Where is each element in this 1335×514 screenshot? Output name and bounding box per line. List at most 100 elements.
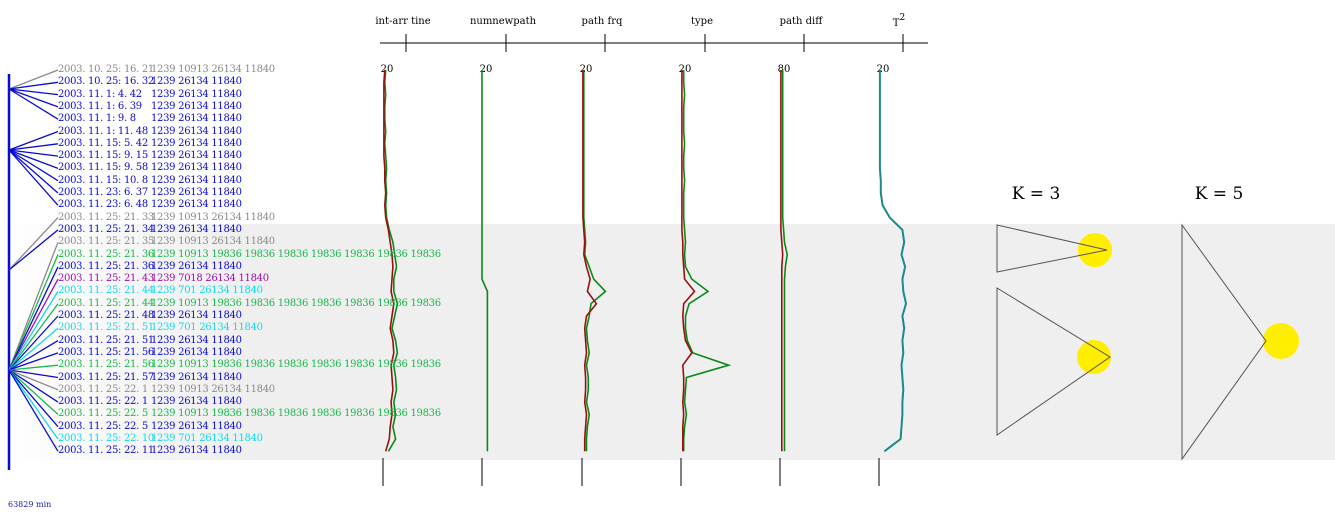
tree-branch	[8, 369, 59, 415]
event-path: 1239 7018 26134 11840	[151, 273, 269, 285]
metric-column: type 20	[679, 16, 732, 486]
event-path: 1239 10913 19836 19836 19836 19836 19836…	[151, 408, 441, 420]
list-item: 2003. 11. 25: 22. 111239 26134 11840	[58, 445, 242, 457]
event-time: 2003. 11. 15: 9. 15	[58, 150, 148, 162]
metric-column: numnewpath 20	[470, 16, 537, 486]
event-time: 2003. 11. 25: 21. 44	[58, 297, 154, 309]
k3-triangle-bottom	[996, 287, 1111, 436]
event-time: 2003. 11. 23: 6. 37	[58, 187, 148, 198]
metric-column: int-arr tine 20	[375, 16, 431, 486]
event-path: 1239 701 26134 11840	[151, 433, 263, 444]
k5-highlight	[1263, 323, 1299, 359]
metric-column: path frq 20	[580, 16, 623, 486]
tree-branch	[8, 130, 59, 151]
event-path: 1239 10913 19836 19836 19836 19836 19836…	[151, 297, 441, 309]
tree-branch	[8, 241, 59, 371]
column-scale: 20	[580, 64, 593, 75]
event-path: 1239 10913 26134 11840	[151, 64, 275, 75]
tree-branch	[8, 217, 59, 271]
tree-branch	[8, 149, 59, 194]
event-time: 2003. 11. 25: 21. 56	[58, 346, 154, 358]
event-path: 1239 26134 11840	[151, 371, 242, 383]
event-path: 1239 26134 11840	[151, 396, 242, 408]
event-time: 2003. 11. 25: 21. 48	[58, 310, 154, 321]
list-item: 2003. 11. 25: 21. 511239 701 26134 11840	[58, 322, 263, 334]
list-item: 2003. 11. 23: 6. 37 1239 26134 11840	[58, 187, 242, 199]
tree-branch	[8, 81, 59, 90]
branch-tree	[7, 69, 59, 470]
event-path: 1239 26134 11840	[151, 113, 242, 125]
tree-branch	[8, 352, 59, 371]
list-item: 2003. 11. 1: 9. 8 1239 26134 11840	[58, 113, 242, 125]
series-line-green	[481, 70, 489, 452]
series-line-green	[582, 70, 607, 452]
event-path: 1239 10913 19836 19836 19836 19836 19836…	[151, 359, 441, 371]
event-time: 2003. 11. 25: 22. 1	[58, 396, 148, 408]
duration-label: 63829 min	[8, 500, 52, 509]
event-path: 1239 10913 19836 19836 19836 19836 19836…	[151, 248, 441, 260]
event-path: 1239 10913 26134 11840	[151, 211, 275, 223]
k5-label: K = 5	[1195, 184, 1244, 204]
tree-branch	[8, 149, 59, 206]
tree-branch	[8, 88, 59, 108]
list-item: 2003. 11. 15: 5. 42 1239 26134 11840	[58, 138, 242, 150]
list-item: 2003. 11. 25: 22. 5 1239 10913 19836 1983…	[58, 408, 441, 420]
event-time: 2003. 11. 15: 9. 58	[58, 162, 148, 174]
list-item: 2003. 10. 25: 16. 321239 26134 11840	[58, 76, 242, 88]
t2-base: T	[893, 18, 900, 29]
series-line-red	[681, 70, 696, 452]
list-item: 2003. 11. 25: 21. 481239 26134 11840	[58, 310, 242, 322]
tree-branch	[8, 149, 59, 170]
list-item: 2003. 11. 25: 21. 341239 26134 11840	[58, 224, 242, 236]
event-time: 2003. 11. 25: 21. 36	[58, 248, 154, 260]
list-item: 2003. 11. 25: 21. 511239 26134 11840	[58, 335, 242, 347]
k3-highlight-bottom	[1077, 340, 1111, 374]
column-scale: 20	[679, 64, 692, 75]
list-item: 2003. 11. 25: 21. 351239 10913 26134 118…	[58, 236, 275, 248]
metric-column: T2 20	[877, 13, 908, 486]
tree-branch	[8, 369, 59, 452]
list-item: 2003. 10. 25: 16. 211239 10913 26134 118…	[58, 64, 275, 76]
event-time: 2003. 11. 15: 5. 42	[58, 137, 148, 149]
event-path: 1239 26134 11840	[151, 187, 242, 198]
list-item: 2003. 11. 25: 21. 561239 26134 11840	[58, 347, 242, 359]
event-path: 1239 26134 11840	[151, 310, 242, 321]
event-time: 2003. 11. 1: 4. 42	[58, 88, 142, 100]
column-header: path diff	[780, 16, 824, 27]
tree-branch	[8, 88, 59, 96]
list-item: 2003. 11. 25: 21. 561239 10913 19836 198…	[58, 359, 441, 371]
list-item: 2003. 11. 1: 11. 48 1239 26134 11840	[58, 126, 242, 138]
event-path: 1239 26134 11840	[151, 76, 242, 88]
list-item: 2003. 11. 15: 10. 8 1239 26134 11840	[58, 175, 242, 187]
event-time: 2003. 11. 25: 21. 51	[58, 334, 154, 346]
event-path: 1239 26134 11840	[151, 445, 242, 457]
event-path: 1239 26134 11840	[151, 100, 242, 112]
series-line-t2	[878, 70, 908, 453]
k3-triangle-top	[996, 224, 1108, 273]
list-item: 2003. 11. 25: 22. 5 1239 26134 11840	[58, 421, 242, 433]
t2-header: T2	[893, 13, 905, 29]
tree-branch	[8, 315, 59, 371]
k3-highlight-top	[1078, 233, 1112, 267]
list-item: 2003. 11. 25: 21. 441239 701 26134 11840	[58, 285, 263, 297]
tree-branch	[8, 369, 59, 391]
list-item: 2003. 11. 1: 6. 39 1239 26134 11840	[58, 101, 242, 113]
event-time: 2003. 11. 15: 10. 8	[58, 174, 148, 186]
tree-branch	[8, 229, 59, 271]
series-line-green	[781, 70, 789, 452]
event-time: 2003. 11. 25: 21. 57	[58, 371, 154, 383]
event-path: 1239 26134 11840	[151, 174, 242, 186]
column-header: type	[691, 16, 713, 27]
tree-branch	[8, 278, 59, 371]
tree-branch	[8, 369, 59, 403]
column-scale: 20	[480, 64, 493, 75]
anomaly-highlight-band	[0, 224, 1335, 460]
list-item: 2003. 11. 25: 21. 441239 10913 19836 198…	[58, 298, 441, 310]
tree-branch	[8, 266, 59, 371]
series-line-red	[582, 70, 598, 452]
event-path: 1239 26134 11840	[151, 162, 242, 174]
event-path: 1239 26134 11840	[151, 260, 242, 272]
k5-triangle	[1181, 223, 1267, 461]
